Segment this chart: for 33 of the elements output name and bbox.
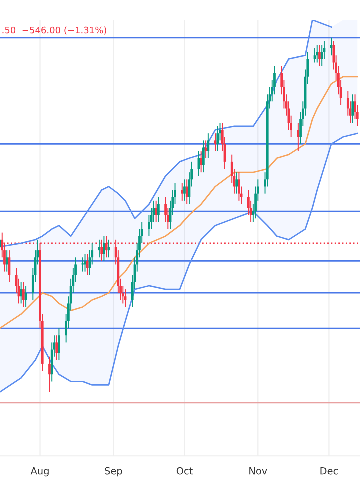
candlestick [318,44,321,67]
candlestick [330,37,333,56]
x-tick-label: Oct [176,467,193,475]
x-tick-label: Dec [320,468,338,475]
candlestick [238,172,240,202]
candlestick [58,328,60,361]
candlestick [20,282,22,304]
candlestick [181,182,184,202]
candlestick [297,122,300,152]
candlestick [200,150,202,174]
candlestick [155,200,158,223]
candlestick [158,196,160,223]
candlestick [22,282,25,308]
candlestick [236,172,238,194]
x-tick-label: Aug [30,468,49,477]
candlestick [207,133,210,159]
candlestick [316,44,319,64]
candlestick [320,44,324,67]
candlestick [84,254,86,272]
candlestick [82,257,84,272]
candlestick [186,179,188,205]
text: .50 −546.00 (−1.31%) [2,26,106,35]
candlestick [184,179,186,202]
candlestick [48,356,51,393]
candlestick [103,236,106,262]
candlestick [6,250,8,272]
candlestick [352,94,354,124]
candlestick [86,254,89,276]
candlestick [56,335,58,361]
candlestick [202,140,205,174]
x-tick-label: Nov [250,468,268,475]
x-tick-label: Sep [105,467,122,477]
candlestick [216,126,220,152]
